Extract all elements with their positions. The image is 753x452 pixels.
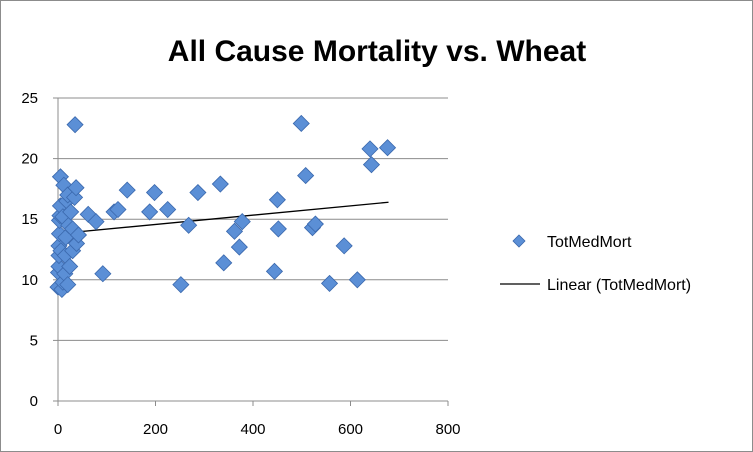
data-point (62, 203, 80, 221)
data-point (225, 222, 244, 240)
trendline-layer (57, 201, 389, 235)
data-point (233, 213, 251, 231)
data-point (67, 179, 85, 197)
data-point (265, 262, 284, 280)
data-points (49, 114, 397, 299)
data-point (361, 140, 379, 158)
data-point (59, 276, 77, 294)
data-point (141, 203, 159, 221)
gridlines (58, 97, 448, 341)
data-point (94, 265, 112, 283)
x-tick-label: 600 (338, 421, 363, 438)
data-point (159, 200, 177, 219)
x-tick-label: 200 (143, 421, 168, 438)
y-tick-label: 20 (21, 151, 38, 168)
data-point (320, 274, 339, 293)
data-point (292, 114, 310, 133)
data-point (189, 183, 207, 202)
data-point (306, 215, 324, 233)
data-point (378, 139, 397, 157)
y-tick-label: 15 (21, 211, 38, 228)
data-point (66, 116, 84, 134)
y-tick-label: 0 (30, 393, 38, 410)
legend-label-series: TotMedMort (547, 234, 632, 251)
chart-title: All Cause Mortality vs. Wheat (168, 35, 586, 68)
y-tick-label: 10 (21, 272, 38, 289)
data-point (211, 175, 229, 193)
data-point (215, 254, 233, 272)
data-point (109, 200, 127, 219)
data-point (69, 226, 88, 244)
x-tick-label: 800 (435, 421, 460, 438)
trendline (57, 201, 389, 235)
legend: TotMedMort Linear (TotMedMort) (500, 234, 691, 294)
data-point (145, 183, 164, 202)
data-point (61, 257, 79, 276)
data-point (297, 167, 315, 185)
data-point (268, 191, 286, 209)
y-tick-label: 25 (21, 90, 38, 107)
data-point (172, 276, 190, 294)
y-tick-label: 5 (30, 332, 38, 349)
data-point (362, 156, 381, 174)
x-tick-label: 0 (54, 421, 62, 438)
x-tick-label: 400 (240, 421, 265, 438)
data-point (87, 213, 105, 231)
data-point (335, 237, 353, 255)
legend-label-trendline: Linear (TotMedMort) (547, 277, 691, 294)
legend-marker-icon (512, 234, 526, 248)
data-point (348, 271, 366, 289)
data-point (269, 220, 287, 238)
tick-labels: 0 5 10 15 20 25 0 200 400 600 800 (21, 90, 460, 438)
data-point (118, 181, 136, 199)
data-point (180, 216, 198, 234)
data-point (230, 238, 248, 256)
